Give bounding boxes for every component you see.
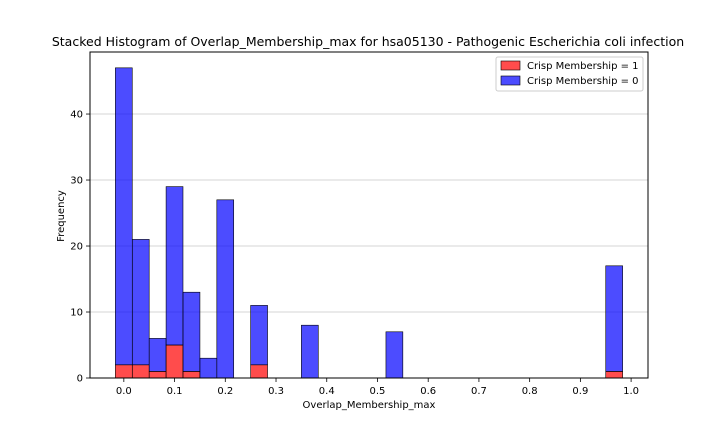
- y-tick-label-4: 40: [70, 110, 83, 121]
- x-tick-label-6: 0.6: [420, 386, 436, 397]
- bar-series0-bin0: [115, 364, 133, 379]
- x-tick-label-1: 0.1: [167, 386, 183, 397]
- legend-swatch-crisp-1: [500, 60, 521, 71]
- bar-series1-bin6: [216, 199, 235, 379]
- bar-series1-bin9: [385, 331, 404, 379]
- bars: [115, 67, 623, 379]
- bar-series1-bin0: [115, 67, 133, 366]
- bar-series1-bin10: [605, 265, 623, 372]
- bar-series1-bin2: [148, 338, 167, 372]
- x-tick-label-5: 0.5: [370, 386, 386, 397]
- bar-series0-bin4: [182, 371, 201, 379]
- bar-series0-bin7: [250, 364, 268, 379]
- chart-title: Stacked Histogram of Overlap_Membership_…: [52, 34, 684, 49]
- x-tick-label-8: 0.8: [522, 386, 538, 397]
- legend-label-crisp-0: Crisp Membership = 0: [527, 76, 639, 87]
- bar-series0-bin2: [148, 371, 167, 379]
- y-tick-label-1: 10: [70, 308, 83, 319]
- x-tick-label-10: 1.0: [623, 386, 639, 397]
- x-tick-label-2: 0.2: [217, 386, 233, 397]
- x-tick-label-3: 0.3: [268, 386, 284, 397]
- y-axis: 0 10 20 30 40: [70, 110, 90, 385]
- legend: Crisp Membership = 1 Crisp Membership = …: [495, 56, 644, 92]
- y-tick-label-3: 30: [70, 176, 83, 187]
- bar-series1-bin7: [250, 305, 268, 366]
- bar-series0-bin3: [165, 344, 184, 379]
- legend-swatch-crisp-0: [500, 75, 521, 86]
- bar-series0-bin10: [605, 371, 623, 379]
- x-tick-label-0: 0.0: [116, 386, 132, 397]
- legend-label-crisp-1: Crisp Membership = 1: [527, 61, 639, 72]
- plot-frame: [89, 51, 649, 379]
- x-tick-label-4: 0.4: [319, 386, 335, 397]
- bar-series1-bin1: [132, 239, 150, 366]
- x-axis: 0.0 0.1 0.2 0.3 0.4 0.5 0.6 0.7 0.8 0.9 1.0: [116, 378, 639, 397]
- legend-box: [495, 56, 644, 92]
- bar-series1-bin5: [199, 357, 218, 379]
- bar-series1-bin8: [301, 324, 319, 379]
- y-axis-label: Frequency: [56, 190, 67, 242]
- bar-series0-bin1: [132, 364, 150, 379]
- x-tick-label-9: 0.9: [572, 386, 588, 397]
- bar-series1-bin4: [182, 291, 201, 372]
- y-tick-label-0: 0: [77, 374, 83, 385]
- x-axis-label: Overlap_Membership_max: [303, 400, 436, 411]
- y-tick-label-2: 20: [70, 242, 83, 253]
- x-tick-label-7: 0.7: [471, 386, 487, 397]
- bar-series1-bin3: [165, 186, 184, 346]
